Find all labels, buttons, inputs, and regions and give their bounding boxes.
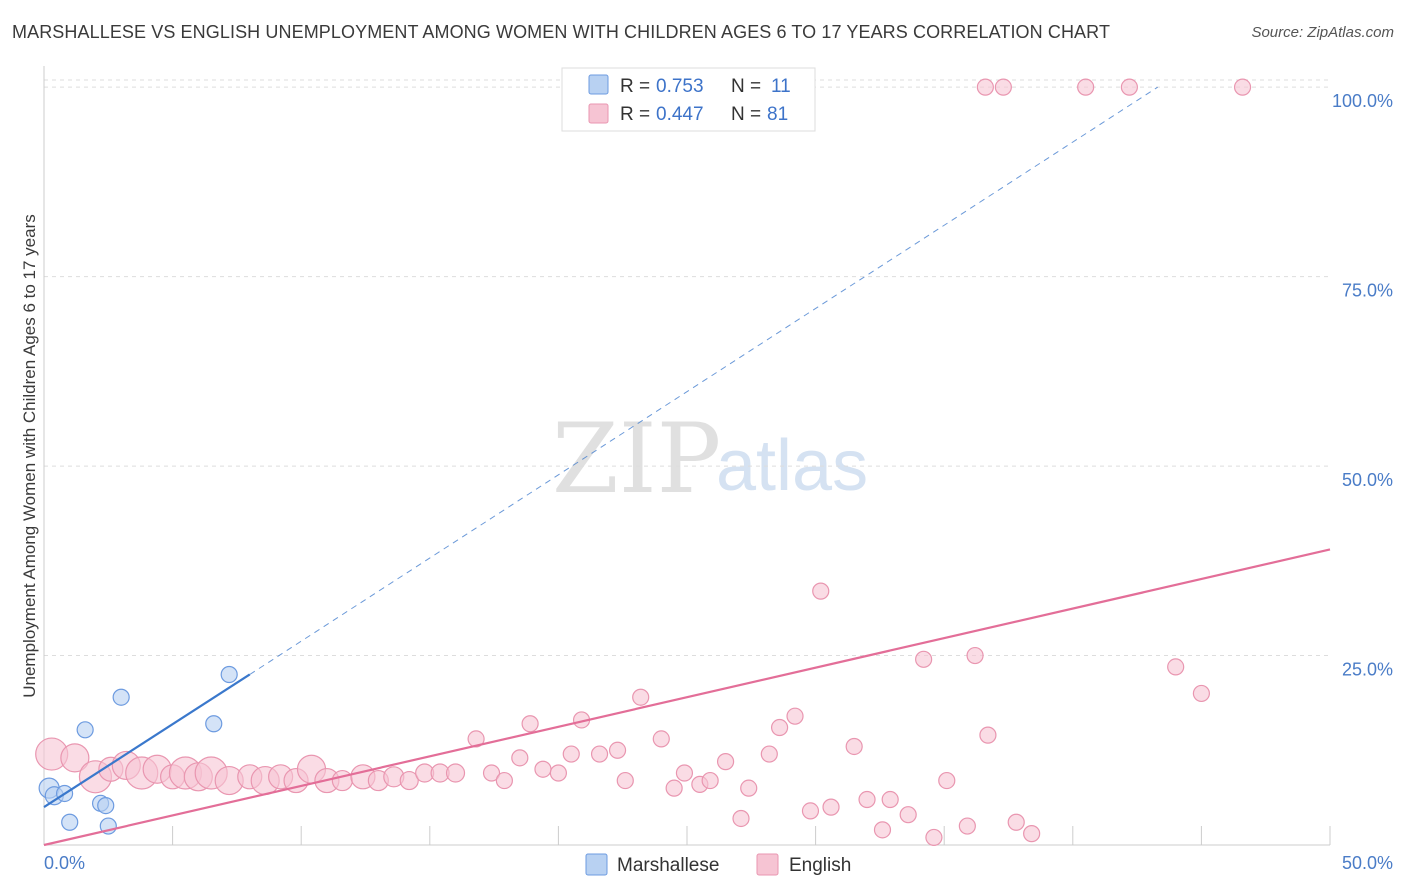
y-tick-label: 100.0% [1332,91,1393,111]
marshallese-legend-label: Marshallese [617,855,719,876]
legend-r-value: 0.447 [656,104,704,125]
marshallese-point [220,665,238,684]
y-tick-label: 75.0% [1342,281,1393,301]
marshallese-legend-swatch [585,853,608,876]
marshallese-trend-line [43,673,251,809]
english-point [994,78,1012,96]
english-point [732,809,750,828]
x-tick-label: 0.0% [44,853,85,873]
english-point [760,745,778,763]
english-point [495,771,513,790]
legend-r-label: R = [620,104,650,125]
marshallese-point [76,721,94,739]
x-tick-label: 50.0% [1342,853,1393,873]
english-point [1023,825,1041,843]
english-legend-swatch [756,853,779,876]
english-point [1077,78,1095,96]
watermark-zip: ZIP [552,403,721,515]
english-point [1192,684,1211,703]
english-point [966,646,984,665]
tick-labels: 25.0% 50.0% 75.0% 100.0% 0.0% 50.0% [44,91,1393,873]
english-point [511,749,529,767]
english-point [958,817,976,835]
english-point [899,806,917,824]
english-point [701,771,719,790]
y-tick-label: 25.0% [1342,660,1393,680]
english-point [399,770,419,791]
y-tick-label: 50.0% [1342,470,1393,490]
watermark: ZIP atlas [552,403,868,515]
english-point [534,760,552,778]
english-point [632,688,650,706]
legend-r-value: 0.753 [656,76,704,97]
english-point [562,745,580,763]
english-point [740,779,758,797]
series-legend: Marshallese English [585,853,851,876]
chart-title: MARSHALLESE VS ENGLISH UNEMPLOYMENT AMON… [12,22,1111,42]
english-point [915,650,933,668]
english-trend-line [43,548,1331,847]
english-point [1007,813,1025,831]
english-point [608,741,627,759]
english-point [845,737,863,756]
english-point [331,769,353,792]
english-point [976,78,994,96]
correlation-legend: R = 0.753 N = 11 R = 0.447 N = 81 [561,67,816,132]
english-point [822,798,840,816]
english-point [873,821,892,839]
source-label: Source: ZipAtlas.com [1251,24,1394,41]
english-point [801,802,820,820]
legend-r-label: R = [620,76,650,97]
legend-n-value: 81 [767,104,788,125]
english-point [786,707,804,725]
english-point [1167,658,1185,676]
marshallese-point [97,796,115,815]
english-point [938,771,956,790]
english-point [770,718,789,737]
legend-n-value: 11 [771,76,791,97]
english-point [467,730,485,748]
english-point [881,790,899,809]
legend-n-label: N = [731,104,761,125]
english-point [1120,78,1138,96]
english-point [616,771,634,790]
marshallese-point [61,813,79,831]
english-point [675,764,694,782]
trend-lines [249,86,1158,675]
english-point [445,763,466,783]
english-point [665,779,683,797]
english-point [716,753,735,771]
english-point [925,828,943,847]
axes [43,66,1331,846]
marshallese-swatch [588,74,609,95]
legend-n-label: N = [731,76,761,97]
english-point [482,764,501,782]
english-point [1233,78,1252,96]
marshallese-trend-extension [249,86,1158,675]
english-point [979,726,997,744]
english-point [858,790,876,809]
english-point [590,745,609,763]
marshallese-point [112,688,130,706]
english-point [812,582,830,600]
english-point [549,764,568,782]
y-axis-label: Unemployment Among Women with Children A… [20,214,39,698]
english-legend-label: English [789,855,851,876]
english-point [60,743,90,773]
english-point [521,715,539,733]
english-point [652,730,670,748]
english-swatch [588,103,609,124]
marshallese-point [205,715,223,733]
gridlines [44,79,1330,657]
